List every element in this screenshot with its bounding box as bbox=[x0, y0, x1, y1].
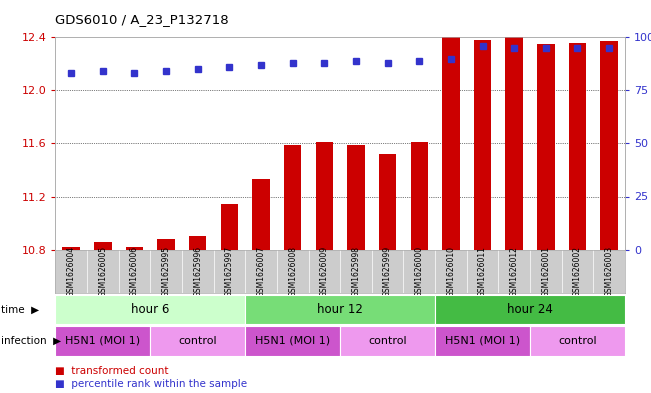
Text: GSM1626012: GSM1626012 bbox=[510, 246, 519, 297]
Bar bbox=[379, 154, 396, 250]
Text: control: control bbox=[178, 336, 217, 346]
Text: infection  ▶: infection ▶ bbox=[1, 336, 61, 346]
Bar bbox=[411, 142, 428, 250]
Text: GSM1626010: GSM1626010 bbox=[447, 246, 456, 297]
Bar bbox=[253, 179, 270, 250]
Bar bbox=[569, 43, 586, 250]
Text: control: control bbox=[368, 336, 407, 346]
Text: H5N1 (MOI 1): H5N1 (MOI 1) bbox=[445, 336, 520, 346]
Text: ■  percentile rank within the sample: ■ percentile rank within the sample bbox=[55, 379, 247, 389]
Text: GSM1626011: GSM1626011 bbox=[478, 246, 487, 297]
Bar bbox=[284, 145, 301, 250]
Text: H5N1 (MOI 1): H5N1 (MOI 1) bbox=[255, 336, 330, 346]
Bar bbox=[435, 295, 625, 324]
Text: GSM1626002: GSM1626002 bbox=[573, 246, 582, 297]
Text: ■  transformed count: ■ transformed count bbox=[55, 365, 169, 376]
Bar bbox=[442, 37, 460, 250]
Text: hour 6: hour 6 bbox=[131, 303, 169, 316]
Text: GSM1626009: GSM1626009 bbox=[320, 246, 329, 297]
Bar bbox=[340, 326, 435, 356]
Text: GSM1626006: GSM1626006 bbox=[130, 246, 139, 297]
Text: GSM1626003: GSM1626003 bbox=[605, 246, 614, 297]
Text: time  ▶: time ▶ bbox=[1, 304, 40, 314]
Text: GSM1626007: GSM1626007 bbox=[256, 246, 266, 297]
Bar bbox=[55, 326, 150, 356]
Bar bbox=[474, 40, 492, 250]
Bar bbox=[189, 236, 206, 250]
Bar bbox=[150, 326, 245, 356]
Text: GSM1625995: GSM1625995 bbox=[161, 246, 171, 297]
Text: GDS6010 / A_23_P132718: GDS6010 / A_23_P132718 bbox=[55, 13, 229, 26]
Bar bbox=[55, 295, 245, 324]
Bar bbox=[245, 295, 435, 324]
Bar bbox=[62, 247, 80, 250]
Bar bbox=[245, 326, 340, 356]
Bar bbox=[158, 239, 175, 250]
Text: GSM1625999: GSM1625999 bbox=[383, 246, 392, 297]
Bar bbox=[94, 242, 111, 250]
Bar bbox=[435, 326, 530, 356]
Bar bbox=[505, 37, 523, 250]
Bar bbox=[537, 44, 555, 250]
Text: GSM1625997: GSM1625997 bbox=[225, 246, 234, 297]
Bar bbox=[126, 247, 143, 250]
Bar bbox=[316, 142, 333, 250]
Text: H5N1 (MOI 1): H5N1 (MOI 1) bbox=[65, 336, 141, 346]
Text: hour 12: hour 12 bbox=[317, 303, 363, 316]
Bar bbox=[600, 41, 618, 250]
Text: GSM1625998: GSM1625998 bbox=[352, 246, 361, 297]
Text: GSM1626004: GSM1626004 bbox=[66, 246, 76, 297]
Text: GSM1626008: GSM1626008 bbox=[288, 246, 297, 297]
Text: GSM1626001: GSM1626001 bbox=[542, 246, 550, 297]
Text: control: control bbox=[558, 336, 597, 346]
Text: GSM1626005: GSM1626005 bbox=[98, 246, 107, 297]
Bar bbox=[221, 204, 238, 250]
Text: GSM1626000: GSM1626000 bbox=[415, 246, 424, 297]
Text: GSM1625996: GSM1625996 bbox=[193, 246, 202, 297]
Bar bbox=[347, 145, 365, 250]
Bar bbox=[530, 326, 625, 356]
Text: hour 24: hour 24 bbox=[507, 303, 553, 316]
